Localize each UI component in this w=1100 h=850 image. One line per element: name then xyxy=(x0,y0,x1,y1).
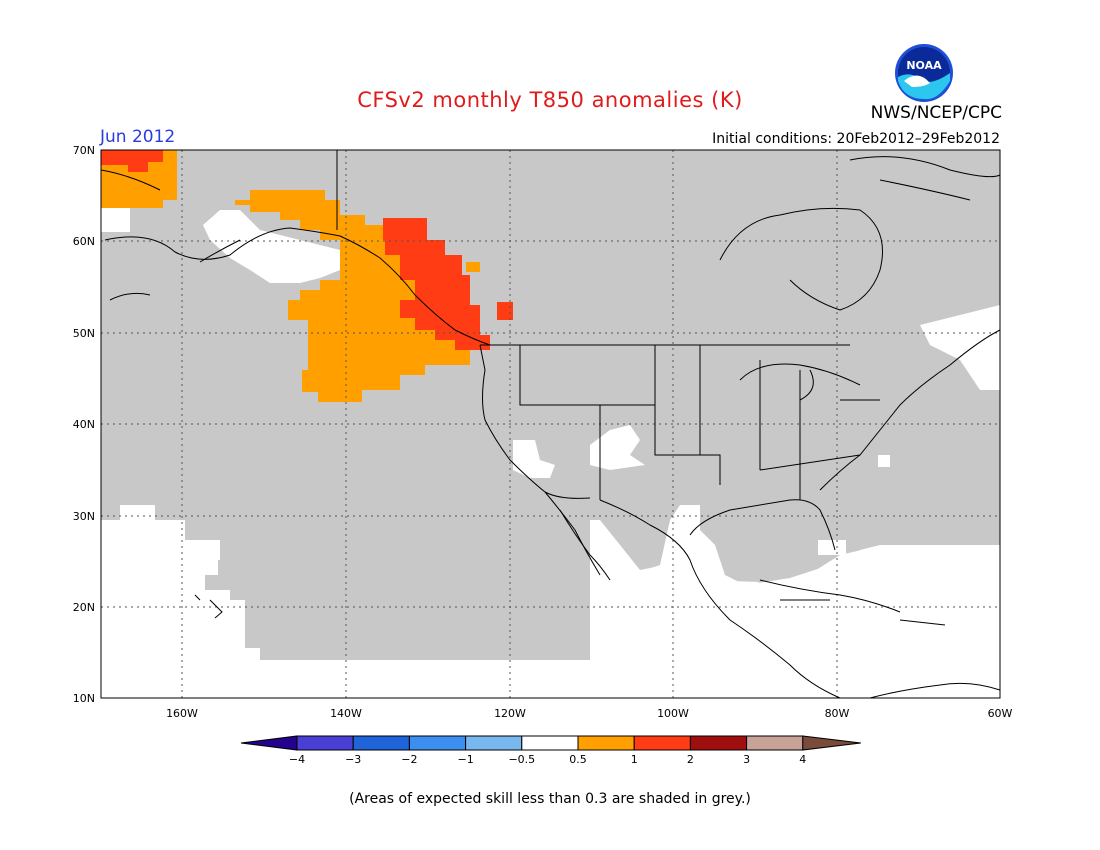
anomaly-red-area xyxy=(101,150,513,350)
graticule xyxy=(101,150,1000,698)
legend-label: 1 xyxy=(631,753,638,766)
legend-label: 2 xyxy=(687,753,694,766)
legend-swatch xyxy=(577,735,635,751)
legend-label: −2 xyxy=(401,753,417,766)
legend-swatch xyxy=(296,735,354,751)
legend-swatch xyxy=(689,735,748,751)
legend-label: −1 xyxy=(457,753,473,766)
lat-label: 60N xyxy=(73,235,95,248)
legend-swatch xyxy=(408,735,467,751)
organization-label: NWS/NCEP/CPC xyxy=(870,103,1002,123)
legend-swatch xyxy=(521,735,579,751)
legend-label: 4 xyxy=(799,753,806,766)
initial-conditions: Initial conditions: 20Feb2012–29Feb2012 xyxy=(712,131,1000,147)
map-frame xyxy=(100,149,1001,699)
lon-label: 140W xyxy=(330,707,362,720)
lon-label: 80W xyxy=(825,707,850,720)
legend-swatch xyxy=(465,735,523,751)
chart-title: CFSv2 monthly T850 anomalies (K) xyxy=(357,88,743,112)
lon-label: 60W xyxy=(988,707,1013,720)
legend-arrow-low xyxy=(240,735,298,751)
lat-axis: 70N 60N 50N 40N 30N 20N 10N xyxy=(73,144,95,705)
skill-note: (Areas of expected skill less than 0.3 a… xyxy=(349,791,751,807)
legend-label: 0.5 xyxy=(569,753,587,766)
lat-label: 70N xyxy=(73,144,95,157)
lat-label: 50N xyxy=(73,327,95,340)
legend-arrow-high xyxy=(802,735,861,751)
legend-swatch xyxy=(633,735,691,751)
noaa-logo-icon: NOAA xyxy=(895,44,953,102)
lon-axis: 160W 140W 120W 100W 80W 60W xyxy=(166,707,1012,720)
legend-swatch xyxy=(746,735,804,751)
grey-skill-area xyxy=(101,150,1000,668)
legend-label: 3 xyxy=(743,753,750,766)
white-no-anomaly-area xyxy=(101,200,1000,698)
lat-label: 10N xyxy=(73,692,95,705)
legend-label: −3 xyxy=(345,753,361,766)
lon-label: 160W xyxy=(166,707,198,720)
lat-label: 20N xyxy=(73,601,95,614)
legend-swatch xyxy=(352,735,410,751)
lat-label: 40N xyxy=(73,418,95,431)
coastlines xyxy=(100,150,1001,699)
lon-label: 120W xyxy=(494,707,526,720)
legend-label: −4 xyxy=(289,753,305,766)
forecast-month: Jun 2012 xyxy=(100,127,176,147)
lat-label: 30N xyxy=(73,510,95,523)
map-panel xyxy=(100,149,1001,699)
lon-label: 100W xyxy=(657,707,689,720)
legend-label: −0.5 xyxy=(508,753,535,766)
color-legend: −4 −3 −2 −1 −0.5 0.5 1 2 3 4 xyxy=(240,735,861,766)
logo-text: NOAA xyxy=(906,59,942,72)
